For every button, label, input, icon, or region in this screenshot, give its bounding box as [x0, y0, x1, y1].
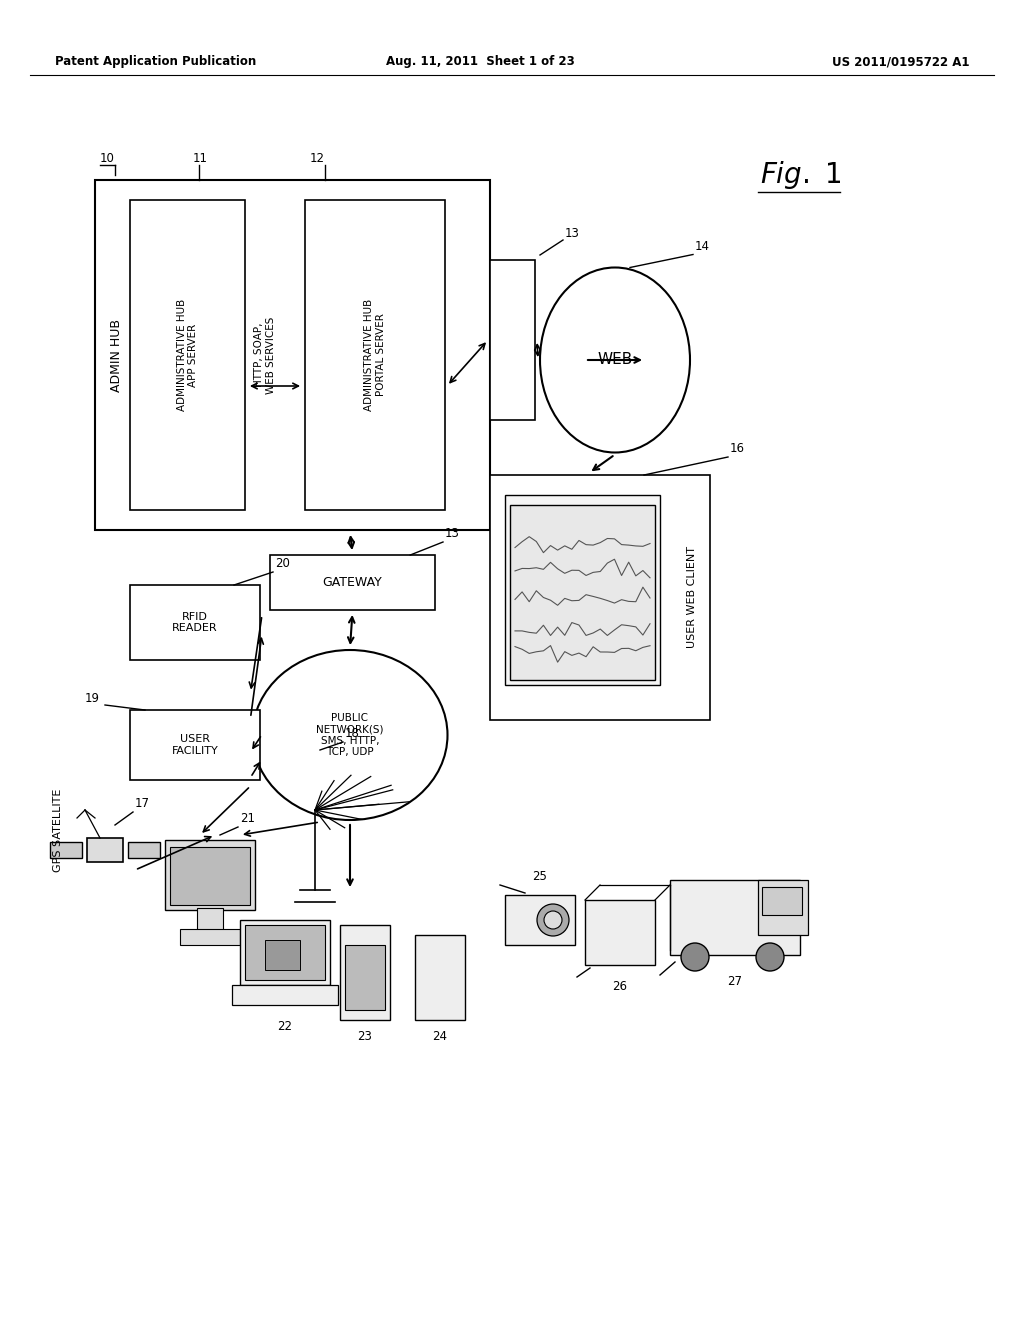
- Bar: [758, 880, 808, 935]
- Text: 12: 12: [310, 152, 325, 165]
- Text: US 2011/0195722 A1: US 2011/0195722 A1: [833, 55, 970, 69]
- Bar: [505, 895, 575, 945]
- Text: Patent Application Publication: Patent Application Publication: [55, 55, 256, 69]
- Text: ADMIN HUB: ADMIN HUB: [111, 318, 124, 392]
- Text: 10: 10: [100, 152, 115, 165]
- Bar: [585, 900, 655, 965]
- Text: 13: 13: [565, 227, 580, 240]
- Text: 24: 24: [432, 1030, 447, 1043]
- Text: 22: 22: [278, 1020, 293, 1034]
- Text: $\mathit{Fig.\ 1}$: $\mathit{Fig.\ 1}$: [760, 158, 842, 191]
- Text: WEB: WEB: [597, 352, 633, 367]
- Text: GATEWAY: GATEWAY: [323, 576, 382, 589]
- Text: 20: 20: [275, 557, 290, 570]
- Text: 19: 19: [85, 692, 100, 705]
- Bar: [305, 201, 445, 510]
- Ellipse shape: [537, 904, 569, 936]
- Text: 26: 26: [612, 979, 628, 993]
- Text: 27: 27: [727, 975, 742, 987]
- Bar: [180, 929, 240, 945]
- Bar: [128, 842, 160, 858]
- Text: ADMINISTRATIVE HUB
PORTAL SERVER: ADMINISTRATIVE HUB PORTAL SERVER: [365, 298, 386, 411]
- Text: 17: 17: [135, 797, 150, 810]
- Bar: [197, 908, 223, 931]
- Bar: [95, 180, 490, 531]
- Bar: [415, 935, 465, 1020]
- Text: RFID
READER: RFID READER: [172, 611, 218, 634]
- Bar: [170, 847, 250, 906]
- Bar: [345, 945, 385, 1010]
- Bar: [245, 925, 325, 979]
- Text: USER WEB CLIENT: USER WEB CLIENT: [687, 546, 697, 648]
- Ellipse shape: [544, 911, 562, 929]
- Bar: [505, 495, 660, 685]
- Bar: [270, 554, 435, 610]
- Text: 18: 18: [345, 727, 359, 741]
- Ellipse shape: [756, 942, 784, 972]
- Text: 16: 16: [730, 442, 745, 455]
- Bar: [232, 985, 338, 1005]
- Text: PUBLIC
NETWORK(S)
SMS, HTTP,
TCP, UDP: PUBLIC NETWORK(S) SMS, HTTP, TCP, UDP: [316, 713, 384, 758]
- Bar: [130, 201, 245, 510]
- Text: 13: 13: [445, 527, 460, 540]
- Bar: [510, 506, 655, 680]
- Bar: [130, 710, 260, 780]
- Text: GPS SATELLITE: GPS SATELLITE: [53, 788, 63, 871]
- Text: HTTP, SOAP,
WEB SERVICES: HTTP, SOAP, WEB SERVICES: [254, 317, 275, 393]
- Text: 25: 25: [532, 870, 548, 883]
- Bar: [240, 920, 330, 985]
- Text: 23: 23: [357, 1030, 373, 1043]
- Bar: [50, 842, 82, 858]
- Ellipse shape: [540, 268, 690, 453]
- Text: ADMINISTRATIVE HUB
APP SERVER: ADMINISTRATIVE HUB APP SERVER: [177, 298, 199, 411]
- Bar: [762, 887, 802, 915]
- Text: 14: 14: [695, 239, 710, 252]
- Bar: [670, 880, 800, 954]
- Ellipse shape: [253, 649, 447, 820]
- Text: USER
FACILITY: USER FACILITY: [172, 734, 218, 756]
- Bar: [490, 475, 710, 719]
- Text: 11: 11: [193, 152, 208, 165]
- Text: Aug. 11, 2011  Sheet 1 of 23: Aug. 11, 2011 Sheet 1 of 23: [386, 55, 574, 69]
- Bar: [130, 585, 260, 660]
- Bar: [340, 925, 390, 1020]
- Text: 21: 21: [240, 812, 255, 825]
- Bar: [87, 838, 123, 862]
- Bar: [165, 840, 255, 909]
- Bar: [490, 260, 535, 420]
- Bar: [265, 940, 300, 970]
- Ellipse shape: [681, 942, 709, 972]
